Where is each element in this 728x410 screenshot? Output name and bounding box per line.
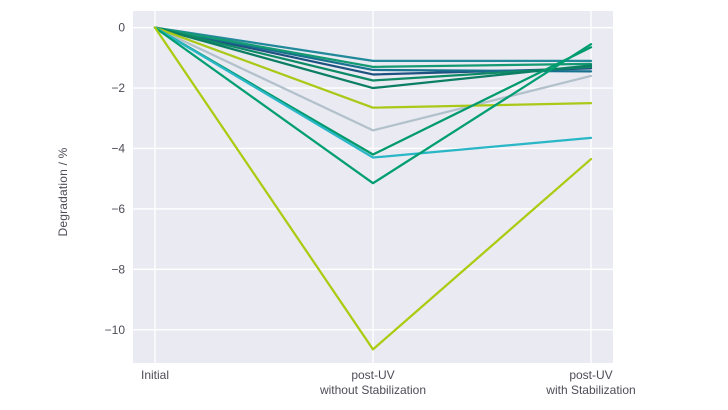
x-tick-label: post-UV bbox=[351, 368, 394, 382]
series-line bbox=[153, 26, 593, 82]
series-line bbox=[153, 26, 593, 351]
series-line bbox=[153, 26, 593, 69]
y-tick-label: −4 bbox=[111, 141, 125, 155]
series-line bbox=[153, 26, 593, 109]
series-line bbox=[153, 26, 593, 159]
series-line bbox=[153, 26, 593, 132]
y-tick-label: −10 bbox=[105, 323, 126, 337]
x-tick-label: with Stabilization bbox=[545, 383, 635, 397]
series-line bbox=[153, 26, 593, 62]
y-tick-label: −2 bbox=[111, 81, 125, 95]
y-tick-label: −8 bbox=[111, 262, 125, 276]
series-line bbox=[153, 26, 593, 185]
x-tick-label: post-UV bbox=[569, 368, 612, 382]
x-tick-label: without Stabilization bbox=[319, 383, 426, 397]
series-line bbox=[153, 26, 593, 90]
y-tick-label: 0 bbox=[118, 21, 125, 35]
y-axis-label: Degradation / % bbox=[56, 147, 70, 237]
y-tick-label: −6 bbox=[111, 202, 125, 216]
x-tick-label: Initial bbox=[141, 368, 169, 382]
